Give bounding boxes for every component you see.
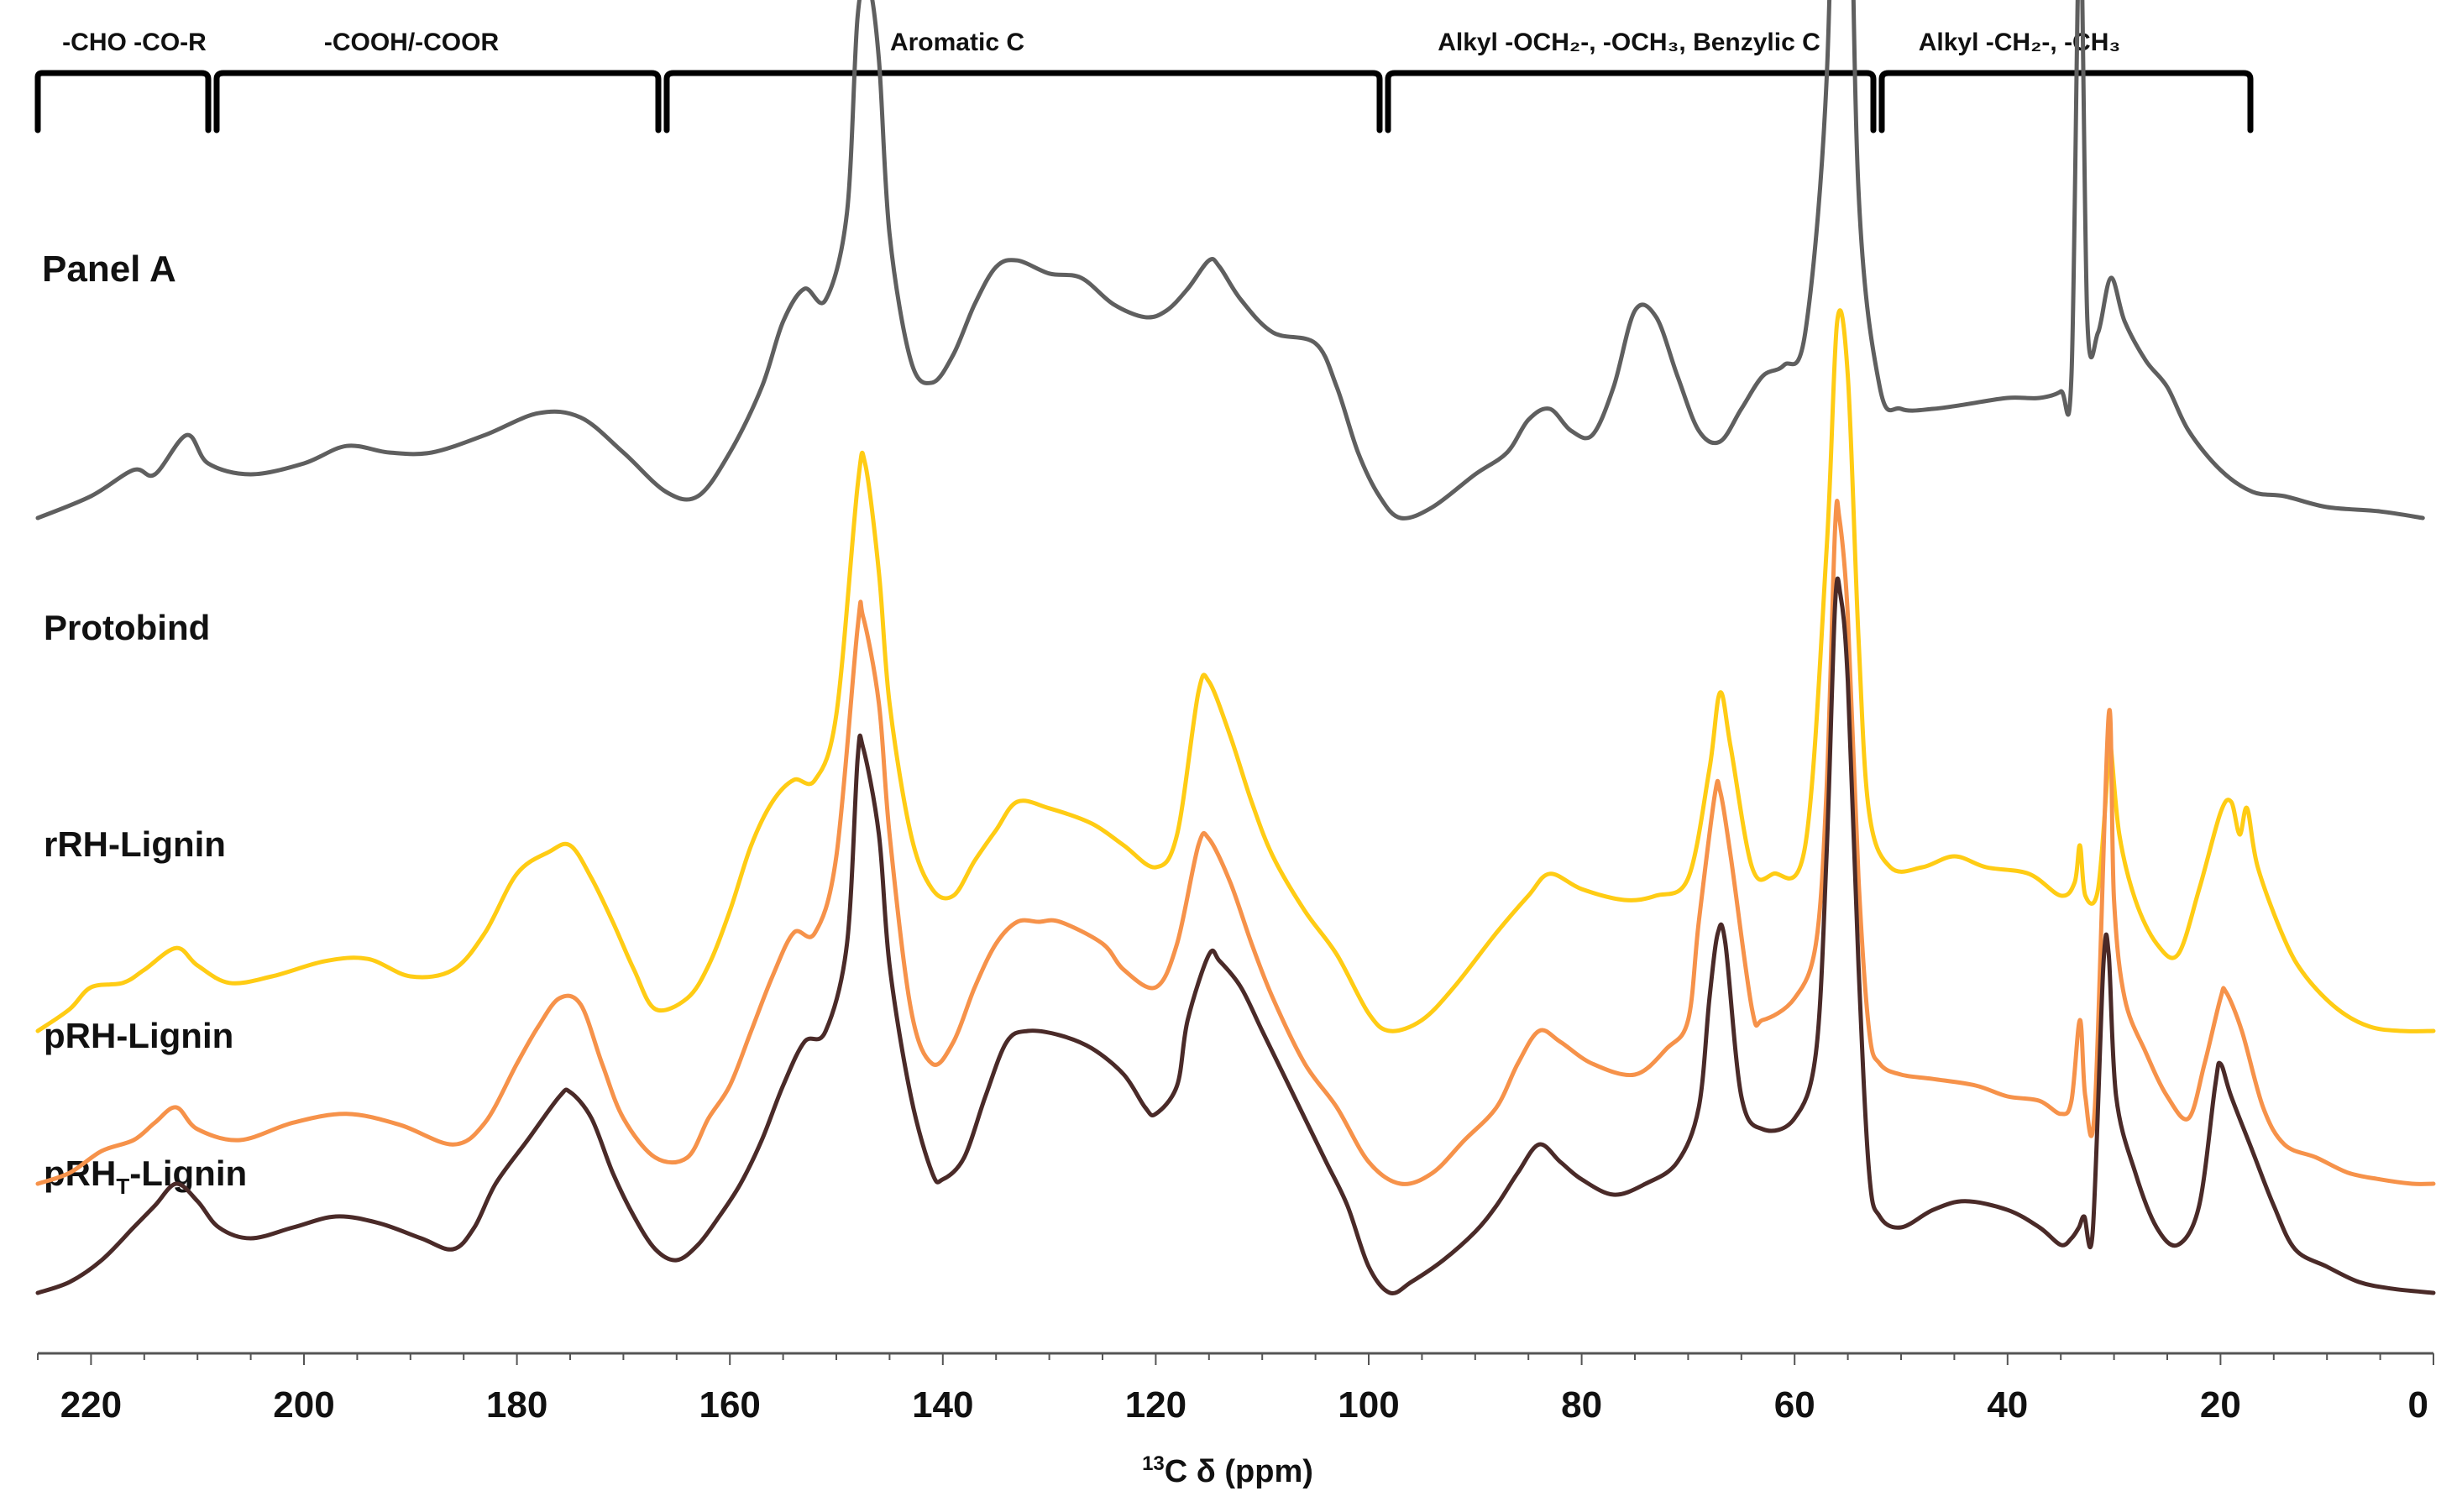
x-tick-label: 80 xyxy=(1561,1384,1602,1426)
spectrum-line-prht xyxy=(35,576,2436,1296)
x-tick-label: 140 xyxy=(912,1384,973,1426)
region-label-alkyl-ch: Alkyl -CH₂-, -CH₃ xyxy=(1919,29,2121,56)
region-bracket-alkyl-och xyxy=(1385,70,1877,133)
x-tick-label: 20 xyxy=(2200,1384,2241,1426)
x-tick-label: 100 xyxy=(1338,1384,1399,1426)
region-bracket-aromatic xyxy=(663,70,1383,133)
spectrum-line-rrh xyxy=(35,308,2436,1033)
x-tick-label: 180 xyxy=(486,1384,547,1426)
x-tick-label: 60 xyxy=(1774,1384,1815,1426)
region-bracket-carboxyl xyxy=(213,70,662,133)
x-tick-label: 40 xyxy=(1987,1384,2028,1426)
x-axis-ticks: 220 200 180 160 140 120 100 80 60 40 20 0 xyxy=(37,1353,2434,1426)
spectrum-line-prh xyxy=(35,499,2436,1186)
x-tick-label: 160 xyxy=(699,1384,760,1426)
x-tick-label: 120 xyxy=(1125,1384,1186,1426)
region-label-aromatic: Aromatic C xyxy=(890,29,1024,56)
region-label-carbonyl: -CHO -CO-R xyxy=(62,29,207,56)
panel-title: Panel A xyxy=(42,249,176,290)
x-axis-title: 13C δ (ppm) xyxy=(1142,1452,1313,1489)
series-label-prht-lignin: pRHT-Lignin xyxy=(44,1154,247,1199)
region-bracket-alkyl-ch xyxy=(1878,70,2254,133)
spectrum-line-protobind xyxy=(35,0,2425,521)
region-label-carboxyl: -COOH/-COOR xyxy=(324,29,500,56)
x-tick-label: 0 xyxy=(2408,1384,2428,1426)
series-label-protobind: Protobind xyxy=(44,608,210,647)
region-label-alkyl-och: Alkyl -OCH₂-, -OCH₃, Benzylic C xyxy=(1438,29,1820,56)
series-label-prh-lignin: pRH-Lignin xyxy=(44,1016,233,1055)
spectra-group xyxy=(35,0,2436,1296)
x-tick-label: 200 xyxy=(273,1384,334,1426)
series-label-rrh-lignin: rRH-Lignin xyxy=(44,824,226,864)
region-bracket-carbonyl xyxy=(34,70,212,133)
x-tick-label: 220 xyxy=(60,1384,122,1426)
